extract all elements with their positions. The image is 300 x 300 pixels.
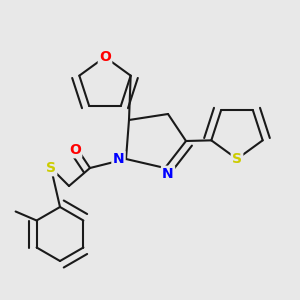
Text: S: S <box>46 161 56 175</box>
Text: O: O <box>99 50 111 64</box>
Text: S: S <box>232 152 242 166</box>
Text: O: O <box>69 143 81 157</box>
Text: N: N <box>113 152 124 166</box>
Text: N: N <box>162 167 174 181</box>
